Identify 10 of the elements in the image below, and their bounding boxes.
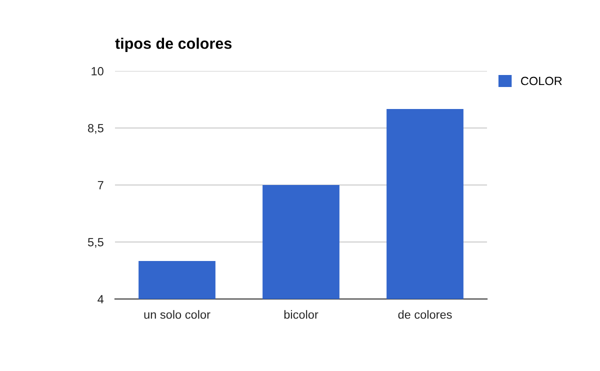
y-tick-label: 8,5: [88, 124, 104, 134]
x-tick-label: un solo color: [144, 310, 210, 319]
legend-label: COLOR: [521, 76, 562, 86]
y-tick-label: 7: [98, 181, 104, 190]
chart-title: tipos de colores: [115, 38, 232, 52]
y-tick-label: 4: [98, 295, 104, 304]
y-tick-label: 10: [92, 67, 104, 76]
y-tick-label: 5,5: [88, 238, 104, 248]
x-tick-label: de colores: [398, 310, 452, 319]
x-tick-label: bicolor: [284, 310, 318, 319]
